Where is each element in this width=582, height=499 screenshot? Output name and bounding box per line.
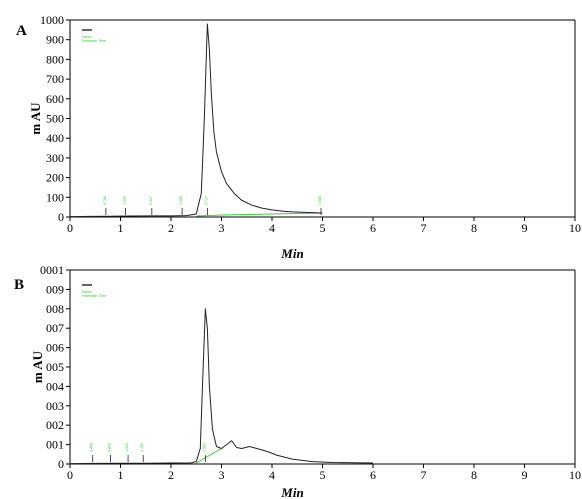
x-tick-label: 3 (219, 468, 225, 482)
y-tick-label: 006 (46, 341, 64, 355)
y-tick-label: 0001 (40, 263, 64, 277)
panel-label: B (14, 277, 24, 293)
panel-label: A (16, 23, 27, 39)
x-tick-label: 1 (118, 221, 124, 235)
y-tick-label: 400 (46, 131, 64, 145)
legend-entry: Name (82, 35, 92, 39)
x-axis-label: Min (280, 485, 303, 499)
y-tick-label: 003 (46, 399, 64, 413)
x-tick-label: 6 (370, 468, 376, 482)
y-tick-label: 0 (58, 457, 64, 471)
y-tick-label: 500 (46, 112, 64, 126)
y-tick-label: 0 (58, 210, 64, 224)
peak-label: 1.617 (149, 196, 153, 205)
y-tick-label: 1000 (40, 13, 64, 27)
x-tick-label: 5 (320, 468, 326, 482)
panel-b: 0 1 2 3 4 5 6 7 8 9 100001002003004005006007008009… (14, 263, 581, 499)
y-tick-label: 900 (46, 33, 64, 47)
peak-label: 2.200 (179, 196, 183, 205)
peak-label: 1.150 (125, 443, 129, 452)
x-tick-label: 10 (569, 468, 581, 482)
integration-baseline (196, 212, 323, 217)
chromatogram-trace (69, 308, 374, 465)
legend-entry: Retention Time (82, 294, 106, 298)
x-tick-label: 4 (269, 468, 275, 482)
x-tick-label: 4 (269, 221, 275, 235)
x-tick-label: 5 (320, 221, 326, 235)
y-tick-label: 100 (46, 190, 64, 204)
y-tick-label: 700 (46, 72, 64, 86)
y-tick-label: 007 (46, 321, 64, 335)
peak-label: 1.100 (123, 196, 127, 205)
y-tick-label: 004 (46, 379, 64, 393)
peak-label: 2.717 (204, 196, 208, 205)
y-tick-label: 002 (46, 418, 64, 432)
x-tick-label: 7 (421, 221, 427, 235)
x-tick-label: 8 (471, 468, 477, 482)
legend-entry: Retention Time (82, 39, 106, 43)
peak-label: 0.708 (103, 196, 107, 205)
x-tick-label: 9 (522, 221, 528, 235)
y-tick-label: 008 (46, 302, 64, 316)
peak-label: 4.968 (318, 196, 322, 205)
peak-label: 0.800 (107, 443, 111, 452)
x-tick-label: 7 (421, 468, 427, 482)
x-axis-label: Min (280, 246, 303, 261)
y-tick-label: 005 (46, 360, 64, 374)
x-tick-label: 0 (67, 221, 73, 235)
x-tick-label: 0 (67, 468, 73, 482)
x-tick-label: 6 (370, 221, 376, 235)
x-tick-label: 2 (168, 468, 174, 482)
x-tick-label: 3 (219, 221, 225, 235)
x-tick-label: 1 (118, 468, 124, 482)
x-tick-label: 8 (471, 221, 477, 235)
y-axis-label: m AU (30, 350, 45, 383)
peak-label: 2.683 (202, 443, 206, 452)
x-tick-label: 9 (522, 468, 528, 482)
x-tick-label: 10 (569, 221, 581, 235)
chromatogram-trace (69, 23, 323, 218)
y-tick-label: 600 (46, 92, 64, 106)
legend-entry: Name (82, 290, 92, 294)
y-tick-label: 009 (46, 282, 64, 296)
integration-baseline (196, 448, 222, 464)
y-tick-label: 300 (46, 151, 64, 165)
y-axis-label: m AU (28, 102, 43, 135)
panel-a: 0 1 2 3 4 5 6 7 8 9 100100200300400500600700800900… (16, 13, 581, 261)
peak-label: 1.450 (140, 443, 144, 452)
y-tick-label: 800 (46, 52, 64, 66)
y-tick-label: 200 (46, 171, 64, 185)
y-tick-label: 001 (46, 438, 64, 452)
x-tick-label: 2 (168, 221, 174, 235)
peak-label: 0.450 (90, 443, 94, 452)
